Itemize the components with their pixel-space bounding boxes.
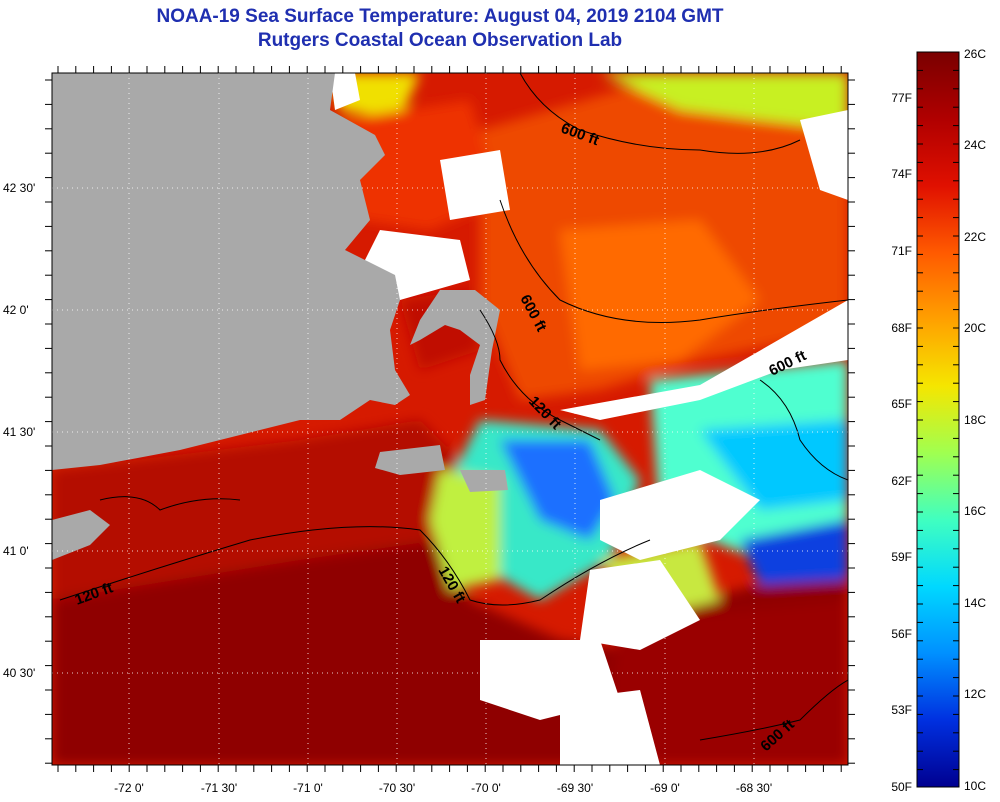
land [52,73,508,560]
lon-label: -70 30' [379,781,415,795]
colorbar-celsius-label: 12C [964,687,986,701]
colorbar-celsius-label: 14C [964,596,986,610]
cloud-mask [330,73,848,765]
lat-label: 42 30' [3,181,35,195]
colorbar: 26C 24C 22C 20C 18C 16C 14C 12C 10C 77F … [891,47,986,794]
colorbar-fahrenheit-label: 65F [891,397,912,411]
colorbar-fahrenheit-label: 71F [891,244,912,258]
longitude-labels: -72 0' -71 30' -71 0' -70 30' -70 0' -69… [114,781,772,795]
latitude-labels: 42 30' 42 0' 41 30' 41 0' 40 30' [3,181,35,680]
colorbar-celsius-label: 16C [964,504,986,518]
lat-label: 41 0' [3,544,29,558]
lat-label: 41 30' [3,425,35,439]
colorbar-fahrenheit-label: 56F [891,627,912,641]
colorbar-celsius-label: 10C [964,779,986,793]
colorbar-fahrenheit-label: 50F [891,780,912,794]
colorbar-celsius-label: 18C [964,413,986,427]
axis-ticks [45,66,855,772]
lon-label: -72 0' [114,781,144,795]
colorbar-fahrenheit-label: 59F [891,550,912,564]
colorbar-fahrenheit-label: 77F [891,91,912,105]
colorbar-celsius-label: 24C [964,138,986,152]
map-subtitle: Rutgers Coastal Ocean Observation Lab [257,30,623,51]
colorbar-celsius-label: 26C [964,47,986,61]
lon-label: -69 30' [557,781,593,795]
colorbar-fahrenheit-label: 74F [891,167,912,181]
lon-label: -69 0' [650,781,680,795]
lat-label: 42 0' [3,303,29,317]
colorbar-scale [916,51,960,788]
colorbar-fahrenheit-label: 68F [891,321,912,335]
map-title: NOAA-19 Sea Surface Temperature: August … [156,6,724,27]
lat-label: 40 30' [3,666,35,680]
colorbar-celsius-label: 20C [964,321,986,335]
lon-label: -68 30' [736,781,772,795]
colorbar-celsius-label: 22C [964,230,986,244]
colorbar-ticks [917,51,959,771]
graticule [52,73,848,765]
colorbar-fahrenheit-label: 53F [891,703,912,717]
depth-contours [59,73,848,741]
lon-label: -71 30' [201,781,237,795]
map-area [52,73,848,765]
lon-label: -70 0' [471,781,501,795]
lon-label: -71 0' [293,781,323,795]
colorbar-fahrenheit-label: 62F [891,474,912,488]
